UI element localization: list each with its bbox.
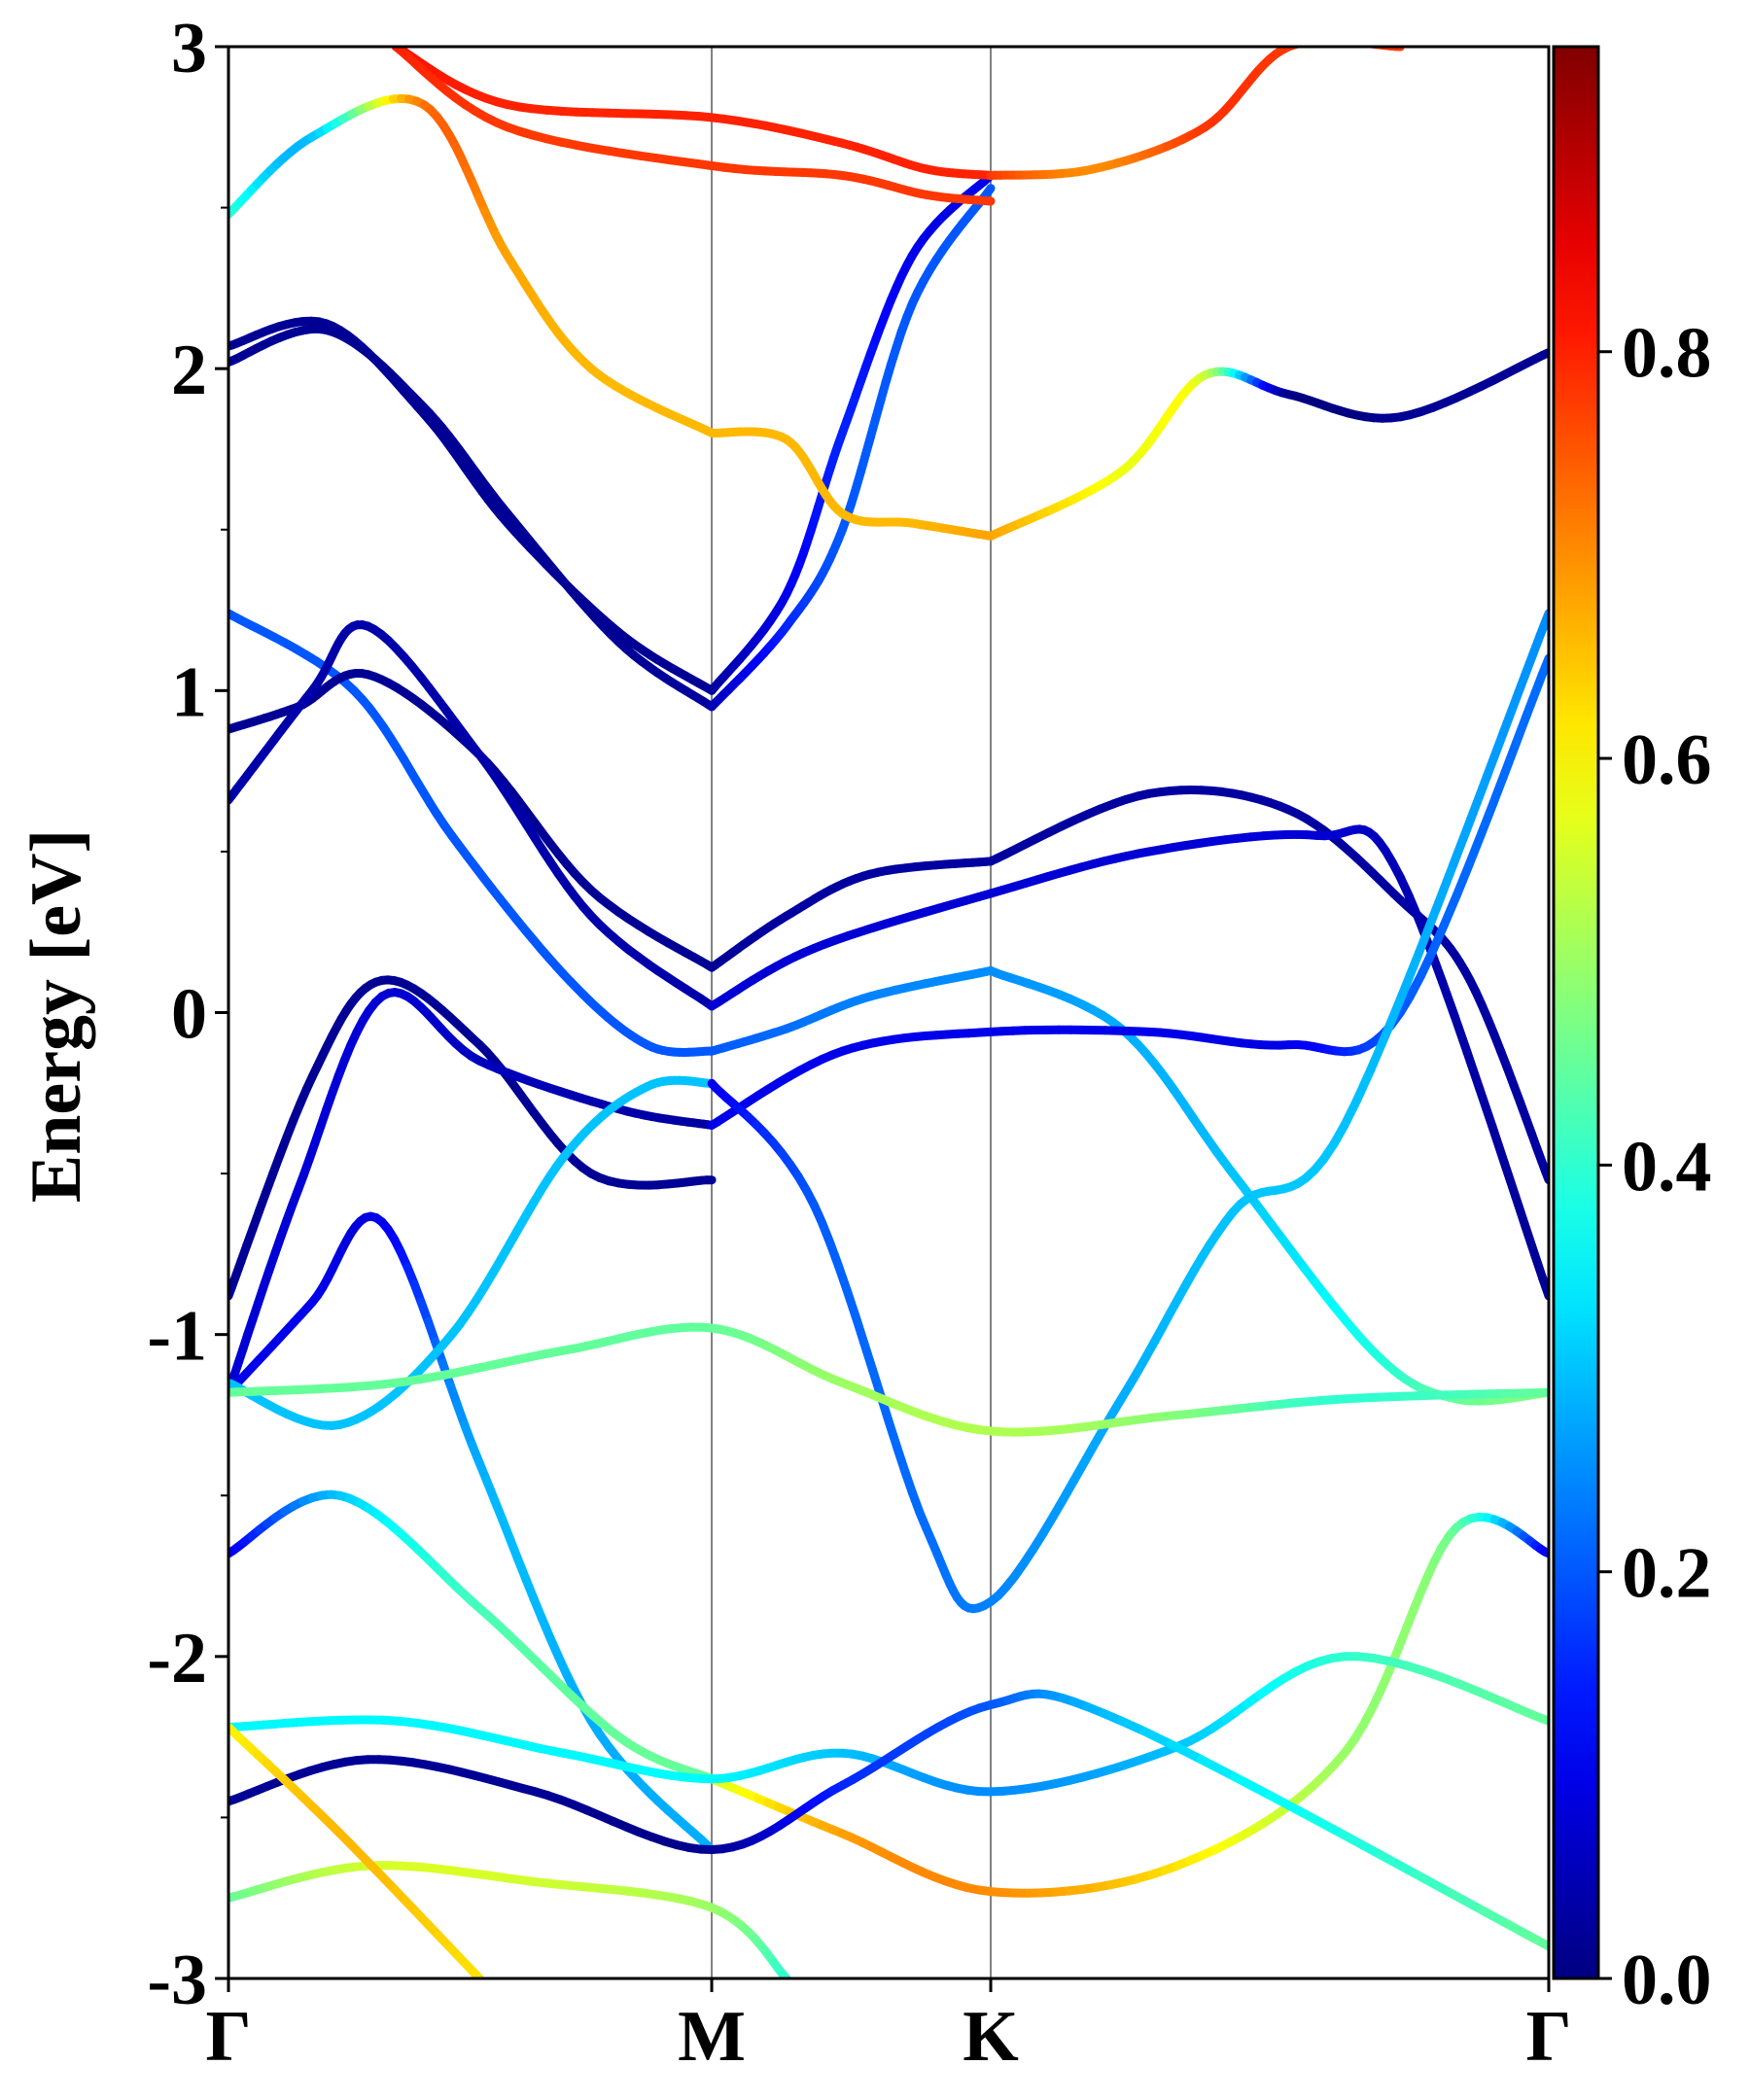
band-segment [1138, 1727, 1175, 1749]
colorbar-tick-label: 0.4 [1622, 1127, 1712, 1207]
k-point-divider-lines [711, 47, 993, 1978]
band-segment [983, 184, 996, 197]
band-line [391, 47, 996, 206]
y-tick-label: 1 [171, 652, 207, 732]
band-line [707, 965, 996, 1056]
band-line [707, 1512, 1549, 1898]
band-segment [1375, 1850, 1420, 1878]
k-point-label: Γ [205, 1997, 251, 2077]
band-segment [1525, 1932, 1549, 1951]
band-segment [1405, 892, 1424, 926]
band-segment [1475, 1905, 1513, 1929]
band-segment [851, 1312, 869, 1348]
band-segment [1166, 1739, 1206, 1765]
band-segment [1381, 991, 1407, 1039]
band-segment [1352, 1066, 1376, 1105]
band-line [228, 620, 717, 1011]
band-segment [1483, 730, 1507, 781]
band-segment [1511, 1191, 1530, 1232]
band-segment [868, 1365, 886, 1401]
band-segment [1438, 977, 1459, 1021]
band-segment [1411, 1869, 1453, 1897]
band-segment [859, 1338, 877, 1375]
band-line [228, 1322, 1549, 1437]
band-segment [1415, 904, 1441, 958]
colorbar [1552, 45, 1600, 1980]
band-line [228, 1723, 484, 1978]
band-line [228, 1652, 1549, 1797]
band-line [228, 316, 717, 695]
band-segment [1499, 1157, 1521, 1201]
band-segment [1462, 1047, 1485, 1094]
y-axis-ticks: -3 -2 -1 0 1 2 3 [147, 9, 228, 2020]
k-point-label: M [678, 1997, 746, 2077]
band-line [986, 47, 1405, 180]
band-segment [1488, 1121, 1509, 1167]
band-line [707, 184, 996, 712]
y-axis-title: Energy [eV] [17, 829, 96, 1203]
band-segment [1397, 948, 1423, 999]
band-segment [1265, 1791, 1311, 1819]
band-line [228, 609, 717, 1057]
colorbar-tick-label: 0.0 [1622, 1941, 1712, 2020]
band-segment [1366, 1030, 1390, 1074]
band-segment [1445, 1887, 1485, 1914]
band-segment [1417, 947, 1437, 981]
y-tick-label: 3 [171, 9, 207, 88]
y-tick-label: 0 [171, 975, 207, 1055]
y-tick-label: -2 [147, 1619, 207, 1698]
colorbar-tick-label: 0.8 [1622, 314, 1712, 394]
band-segment [885, 1418, 902, 1452]
band-segment [1449, 815, 1476, 868]
band-line [986, 348, 1549, 541]
band-segment [1498, 692, 1522, 740]
band-segment [1196, 1755, 1239, 1781]
band-segment [1464, 828, 1487, 869]
colorbar-ticks: 0.0 0.2 0.4 0.6 0.8 [1598, 314, 1712, 2020]
band-segment [1450, 1011, 1472, 1057]
band-segment [1431, 859, 1458, 914]
band-line [707, 609, 1549, 1614]
y-tick-label: -1 [147, 1297, 207, 1377]
band-segment [1427, 920, 1450, 957]
colorbar-tick-label: 0.2 [1622, 1534, 1712, 1614]
band-line [707, 824, 1549, 1301]
band-segment [1477, 797, 1498, 838]
band-segment [1340, 1096, 1361, 1130]
band-line [228, 988, 717, 1397]
y-tick-label: 2 [171, 331, 207, 410]
band-segment [1500, 738, 1521, 777]
band-segment [1475, 1084, 1497, 1131]
band-segment [1230, 1771, 1275, 1800]
band-segment [1524, 630, 1545, 668]
k-point-label: K [962, 1997, 1019, 2077]
band-segment [1302, 1810, 1348, 1839]
band-line [228, 93, 717, 438]
band-segment [842, 1285, 860, 1321]
y-tick-label: -3 [147, 1941, 207, 2020]
band-segment [1521, 1222, 1540, 1260]
band-line [228, 1689, 1549, 1951]
band-segment [1503, 1919, 1535, 1942]
band-segment [1511, 712, 1531, 748]
band-segment [1512, 658, 1534, 702]
k-point-label: Γ [1525, 1997, 1571, 2077]
band-segment [1488, 767, 1510, 807]
band-segment [1440, 891, 1461, 929]
band-segment [1339, 1830, 1384, 1859]
band-segment [1466, 771, 1492, 824]
band-segment [1452, 859, 1474, 900]
band-line [228, 669, 717, 972]
colorbar-tick-label: 0.6 [1622, 720, 1712, 800]
band-line [707, 857, 996, 972]
